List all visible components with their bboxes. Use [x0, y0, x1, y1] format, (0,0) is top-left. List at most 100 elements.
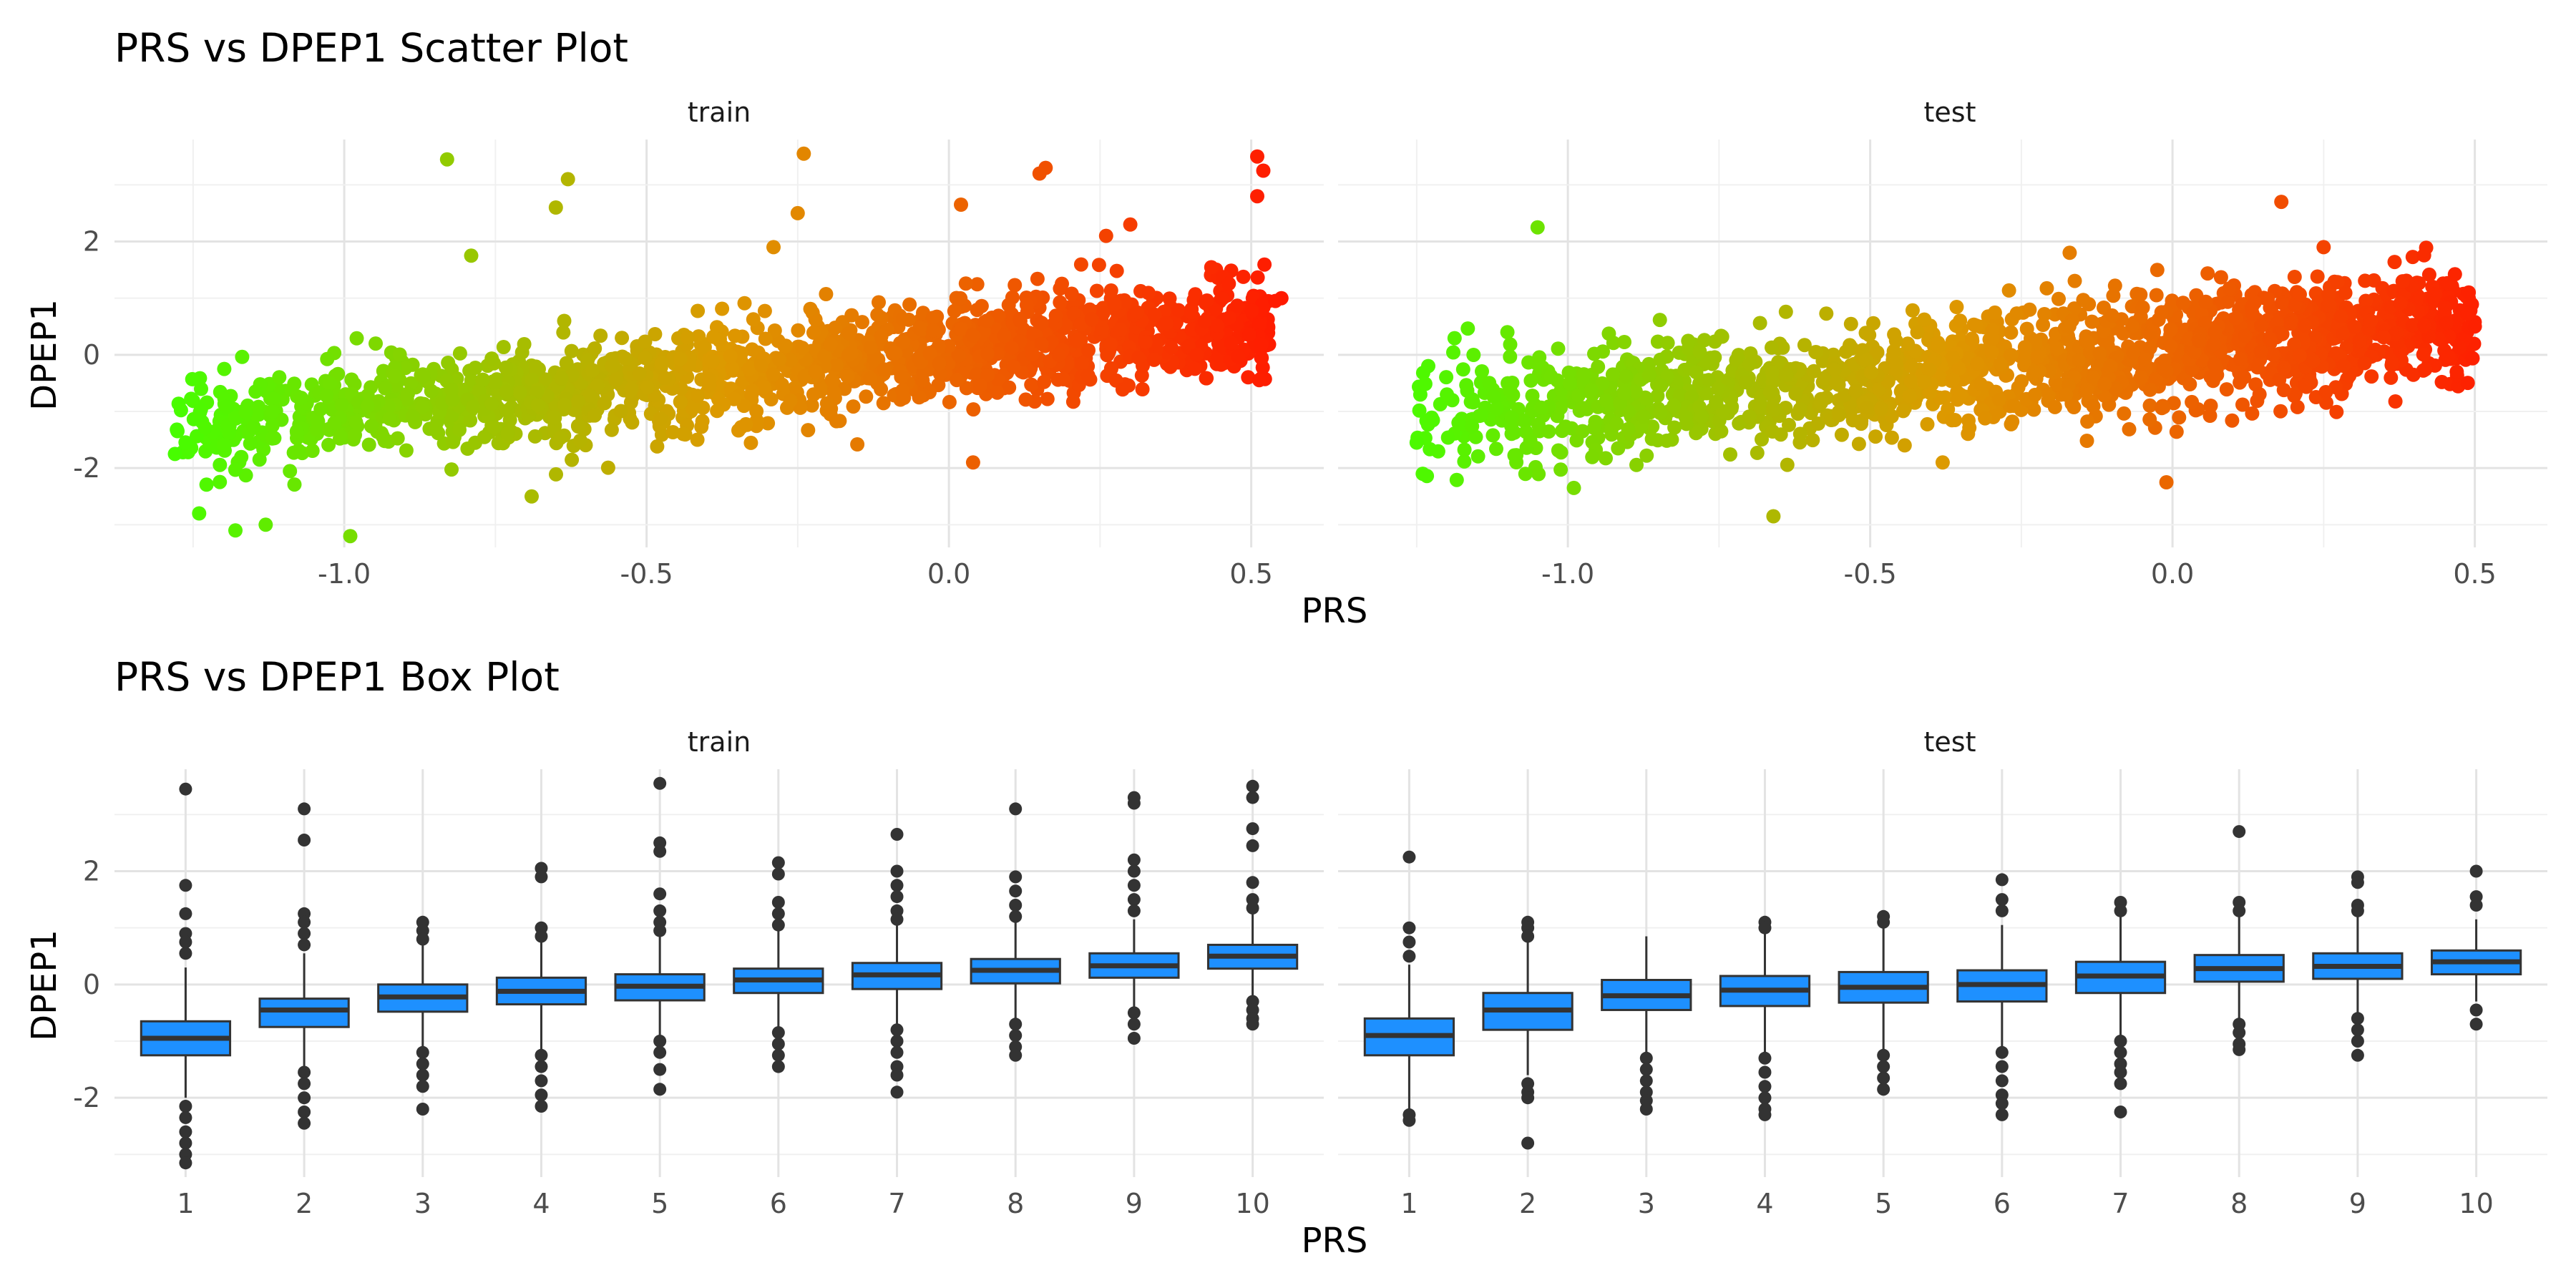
scatter-test-point: [2447, 267, 2462, 282]
outlier-point: [890, 890, 904, 904]
outlier-point: [2469, 1003, 2483, 1017]
scatter-train-point: [1037, 374, 1052, 389]
scatter-train-point: [1199, 371, 1214, 386]
scatter-test-point: [2051, 291, 2066, 306]
scatter-test-point: [1418, 376, 1433, 391]
outlier-point: [1246, 779, 1259, 793]
scatter-train-point: [293, 391, 308, 405]
scatter-test-point: [2009, 306, 2024, 321]
scatter-test-point: [1765, 424, 1780, 439]
scatter-test-point: [2067, 400, 2082, 414]
scatter-test-point: [1961, 413, 1976, 428]
scatter-train-x-tick-label: -1.0: [318, 558, 371, 590]
scatter-test-point: [1866, 316, 1880, 331]
scatter-test-point: [2163, 322, 2178, 337]
box-test-x-tick-label: 9: [2349, 1188, 2366, 1219]
scatter-train-point: [804, 398, 819, 413]
scatter-train-point: [565, 452, 580, 467]
scatter-train-point: [571, 419, 586, 434]
scatter-test-point: [1845, 413, 1860, 428]
scatter-test-point: [1917, 374, 1932, 389]
scatter-test-point: [2320, 298, 2335, 313]
scatter-train-point: [405, 409, 420, 424]
scatter-test-point: [1792, 401, 1807, 416]
scatter-test-point: [2149, 372, 2164, 386]
scatter-train-point: [327, 416, 342, 430]
outlier-point: [1521, 1136, 1535, 1150]
scatter-test-point: [1611, 441, 1626, 456]
scatter-test-point: [1653, 352, 1668, 367]
scatter-test-point: [2135, 300, 2150, 315]
scatter-train-point: [970, 277, 985, 292]
scatter-test-panel: -1.0 -0.5 0.0 0.5: [1338, 140, 2547, 590]
scatter-train-point: [753, 358, 769, 373]
outlier-point: [1877, 1083, 1890, 1096]
scatter-train-point: [974, 298, 989, 313]
scatter-train-point: [265, 431, 280, 446]
scatter-test-point: [1430, 444, 1445, 459]
box-train-box-1: [140, 782, 232, 1170]
scatter-train-point: [1084, 312, 1099, 327]
scatter-test-point: [2439, 316, 2454, 331]
scatter-train-point: [1130, 305, 1145, 320]
box-test-x-tick-label: 7: [2112, 1188, 2129, 1219]
scatter-train-point: [452, 346, 467, 361]
scatter-test-point: [1766, 509, 1781, 524]
scatter-train-point: [1131, 350, 1146, 365]
scatter-train-point: [390, 431, 405, 446]
box-train-x-tick-label: 4: [532, 1188, 550, 1219]
scatter-train-point: [1230, 298, 1245, 313]
outlier-point: [298, 1091, 311, 1105]
scatter-train-point: [170, 424, 185, 439]
scatter-train-point: [624, 381, 639, 396]
scatter-test-point: [2080, 414, 2095, 429]
scatter-train-point: [1215, 291, 1230, 306]
scatter-test-point: [2418, 362, 2433, 377]
scatter-train-point: [1221, 311, 1236, 326]
box-train-panel: -2 0 2 1 2 3 4 5 6 7 8 9 10: [73, 769, 1324, 1219]
scatter-test-point: [2357, 356, 2372, 371]
scatter-test-point: [2187, 345, 2202, 360]
scatter-test-point: [2283, 316, 2298, 331]
scatter-test-point: [1409, 435, 1424, 450]
scatter-test-point: [1619, 369, 1634, 384]
scatter-train-point: [980, 313, 995, 328]
scatter-test-point: [2293, 287, 2307, 302]
scatter-test-point: [2122, 421, 2137, 436]
scatter-test-point: [1482, 376, 1497, 391]
scatter-test-point: [2233, 351, 2248, 366]
outlier-point: [179, 879, 192, 892]
scatter-train-point: [258, 517, 273, 532]
scatter-train-point: [1048, 308, 1063, 323]
scatter-train-point: [499, 404, 514, 418]
scatter-train-point: [235, 349, 250, 364]
outlier-point: [1246, 822, 1259, 836]
outlier-point: [1877, 915, 1890, 929]
scatter-test-point: [2030, 350, 2045, 365]
scatter-train-point: [1013, 311, 1027, 326]
scatter-train-point: [1103, 337, 1118, 352]
scatter-test-point: [2288, 386, 2303, 401]
scatter-train-point: [1065, 394, 1080, 409]
scatter-train-point: [1231, 349, 1246, 364]
scatter-test-point: [2352, 333, 2367, 348]
scatter-test-point: [2336, 326, 2351, 341]
scatter-train-point: [685, 401, 700, 416]
outlier-point: [535, 1088, 548, 1102]
scatter-test-point: [1697, 333, 1712, 348]
scatter-test-point: [2084, 314, 2099, 329]
outlier-point: [535, 1060, 548, 1073]
scatter-test-point: [1440, 387, 1455, 402]
scatter-test-point: [2086, 399, 2101, 414]
outlier-point: [535, 1100, 548, 1113]
scatter-test-point: [2245, 306, 2260, 321]
scatter-train-point: [742, 361, 757, 376]
scatter-train-point: [364, 419, 379, 434]
outlier-point: [1127, 1018, 1141, 1031]
scatter-test-point: [2266, 348, 2280, 363]
outlier-point: [298, 915, 311, 929]
scatter-train-x-tick-label: 0.0: [927, 558, 970, 590]
outlier-point: [1127, 864, 1141, 878]
scatter-test-point: [2006, 399, 2021, 414]
scatter-test-point: [1654, 379, 1669, 394]
